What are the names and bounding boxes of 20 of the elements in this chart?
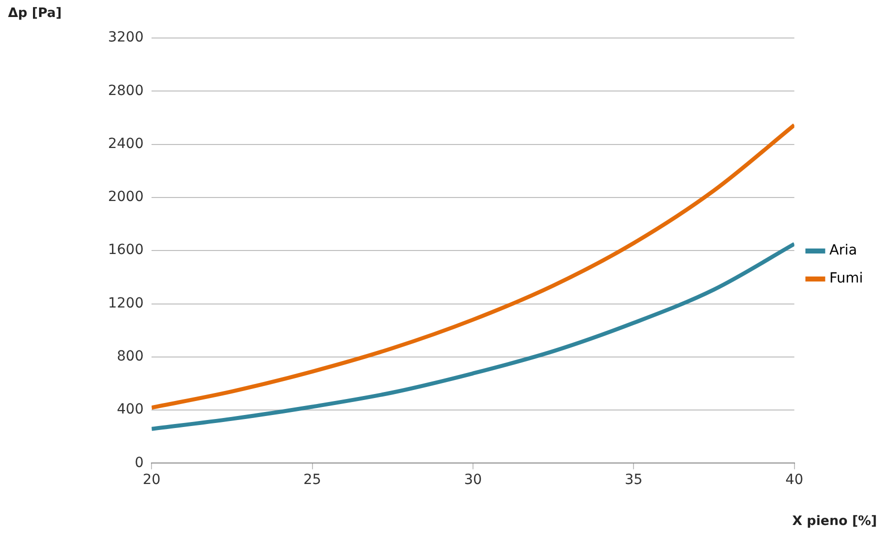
x-tick-label: 30 [464,472,482,488]
legend-label: Fumi [829,270,863,287]
y-axis-title: Δp [Pa] [8,6,62,21]
y-tick-label: 1200 [108,295,144,312]
x-tick-label: 20 [142,472,161,488]
y-tick-label: 2000 [108,189,144,206]
line-series [152,242,794,431]
y-tick-label: 800 [116,348,144,365]
y-tick-label: 1600 [108,242,144,258]
x-tick-label: 40 [785,472,804,488]
line-series [152,123,794,410]
y-tick-label: 3200 [108,30,144,46]
legend-label: Aria [829,242,858,259]
y-tick-label: 2800 [108,82,144,99]
x-tick-label: 25 [303,472,322,488]
y-tick-label: 2400 [108,136,144,152]
x-tick-label: 35 [624,472,643,488]
y-tick-label: 400 [116,402,144,418]
x-axis-title: X pieno [%] [792,514,877,529]
y-tick-label: 0 [134,454,144,471]
